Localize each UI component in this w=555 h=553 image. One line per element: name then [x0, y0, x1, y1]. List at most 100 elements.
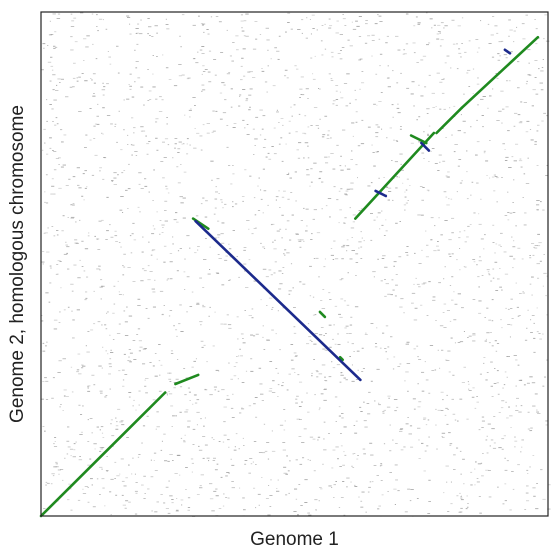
noise-dot	[365, 23, 368, 25]
noise-dot	[85, 297, 88, 299]
noise-dot	[361, 237, 363, 239]
noise-dot	[296, 395, 299, 397]
noise-dot	[513, 355, 517, 356]
noise-dot	[369, 481, 372, 483]
noise-dot	[111, 180, 114, 182]
noise-dot	[227, 324, 232, 326]
noise-dot	[453, 151, 456, 153]
noise-dot	[306, 392, 308, 394]
noise-dot	[509, 212, 513, 214]
noise-dot	[277, 396, 279, 397]
noise-dot	[114, 230, 117, 232]
noise-dot	[142, 425, 146, 427]
noise-dot	[542, 385, 545, 387]
noise-dot	[370, 380, 373, 382]
noise-dot	[346, 333, 349, 334]
noise-dot	[496, 32, 499, 34]
noise-dot	[525, 14, 528, 16]
noise-dot	[503, 435, 506, 437]
noise-dot	[170, 353, 174, 354]
noise-dot	[328, 485, 332, 487]
noise-dot	[101, 478, 105, 480]
noise-dot	[449, 444, 452, 446]
noise-dot	[436, 448, 438, 450]
noise-dot	[260, 299, 262, 301]
noise-dot	[186, 153, 189, 155]
noise-dot	[381, 258, 385, 259]
noise-dot	[195, 62, 199, 64]
noise-dot	[152, 73, 154, 75]
noise-dot	[264, 138, 267, 140]
noise-dot	[310, 57, 313, 59]
noise-dot	[544, 14, 548, 16]
noise-dot	[440, 391, 444, 393]
noise-dot	[459, 492, 461, 494]
noise-dot	[127, 144, 129, 145]
noise-dot	[457, 25, 461, 27]
noise-dot	[406, 178, 409, 180]
noise-dot	[422, 187, 425, 188]
noise-dot	[97, 321, 101, 323]
noise-dot	[352, 467, 355, 468]
noise-dot	[463, 366, 466, 368]
noise-dot	[135, 67, 138, 69]
noise-dot	[200, 418, 202, 420]
noise-dot	[373, 103, 376, 105]
noise-dot	[105, 350, 107, 352]
noise-dot	[46, 482, 50, 484]
noise-dot	[175, 212, 178, 214]
noise-dot	[371, 481, 374, 483]
noise-dot	[249, 458, 253, 459]
noise-dot	[299, 419, 302, 420]
noise-dot	[148, 141, 151, 142]
noise-dot	[391, 104, 394, 106]
noise-dot	[198, 449, 203, 451]
noise-dot	[288, 293, 291, 295]
noise-dot	[315, 370, 319, 372]
noise-dot	[217, 254, 220, 255]
noise-dot	[533, 322, 535, 324]
noise-dot	[360, 500, 363, 502]
noise-dot	[472, 68, 475, 70]
noise-dot	[413, 25, 416, 27]
noise-dot	[472, 93, 474, 94]
noise-dot	[382, 255, 386, 257]
noise-dot	[124, 374, 128, 375]
noise-dot	[71, 290, 74, 292]
noise-dot	[195, 358, 197, 360]
noise-dot	[307, 145, 309, 147]
noise-dot	[504, 500, 507, 502]
noise-dot	[194, 402, 198, 404]
noise-dot	[526, 80, 528, 82]
noise-dot	[531, 315, 535, 316]
noise-dot	[350, 481, 352, 483]
noise-dot	[234, 203, 238, 205]
noise-dot	[351, 465, 353, 467]
noise-dot	[204, 388, 206, 390]
noise-dot	[309, 339, 312, 341]
noise-dot	[472, 387, 475, 389]
noise-dot	[176, 498, 178, 499]
noise-dot	[439, 367, 441, 369]
noise-dot	[490, 332, 492, 333]
noise-dot	[329, 299, 332, 300]
noise-dot	[470, 471, 473, 473]
forward-alignment-segment	[435, 106, 464, 135]
noise-dot	[252, 48, 257, 50]
noise-dot	[135, 28, 139, 29]
noise-dot	[258, 367, 262, 369]
noise-dot	[338, 313, 341, 315]
noise-dot	[514, 446, 516, 448]
noise-dot	[125, 500, 129, 502]
noise-dot	[313, 343, 317, 345]
noise-dot	[340, 445, 343, 447]
noise-dot	[114, 461, 117, 463]
noise-dot	[127, 208, 129, 209]
noise-dot	[242, 497, 245, 499]
noise-dot	[77, 353, 81, 355]
noise-dot	[488, 496, 492, 498]
noise-dot	[393, 399, 398, 400]
noise-dot	[175, 378, 179, 380]
noise-dot	[480, 198, 482, 200]
noise-dot	[52, 377, 55, 379]
